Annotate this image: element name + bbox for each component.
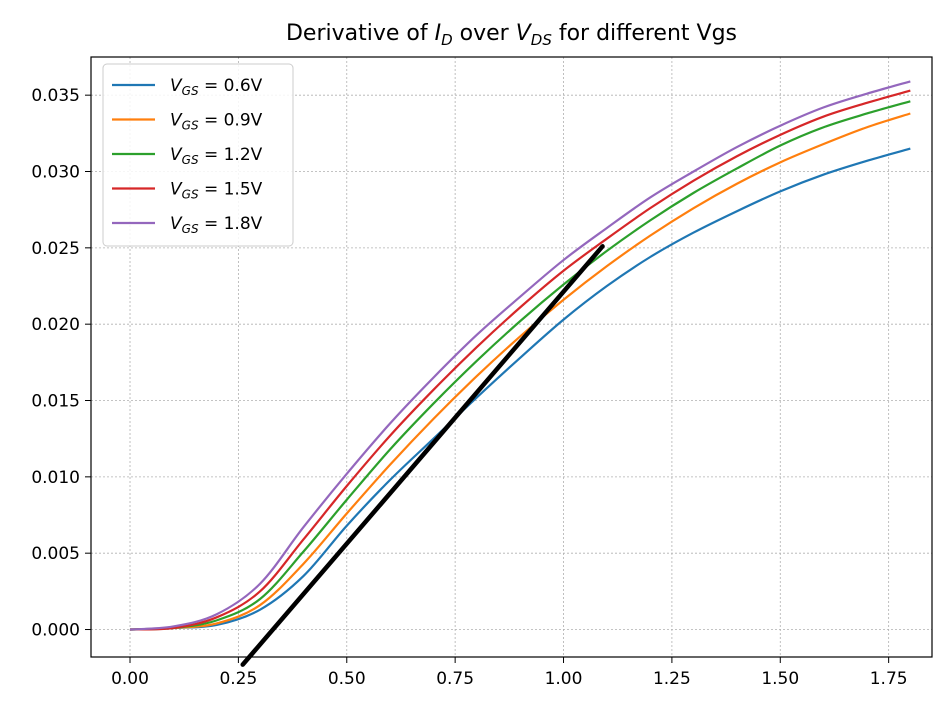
y-tick-label: 0.015 — [31, 392, 80, 412]
grid — [91, 57, 932, 657]
x-tick-label: 0.00 — [111, 669, 149, 689]
legend-label-5: VGS = 1.8V — [170, 214, 263, 236]
tangent-line — [240, 244, 605, 667]
x-tick-label: 1.50 — [761, 669, 799, 689]
x-tick-label: 0.50 — [328, 669, 366, 689]
series-line-5 — [129, 80, 911, 631]
y-tick-label: 0.030 — [31, 163, 80, 183]
series-line-2 — [129, 112, 911, 631]
y-tick-label: 0.005 — [31, 544, 80, 564]
series-line-4 — [129, 89, 911, 631]
legend-label-1: VGS = 0.6V — [170, 76, 263, 98]
chart-title: Derivative of ID over VDS for different … — [286, 21, 737, 49]
axes-frame — [90, 56, 933, 658]
series-line-1 — [129, 147, 911, 631]
x-tick-label: 1.25 — [653, 669, 691, 689]
y-tick-label: 0.025 — [31, 239, 80, 259]
y-tick-label: 0.010 — [31, 468, 80, 488]
plot-area — [129, 80, 911, 631]
x-tick-label: 0.25 — [219, 669, 257, 689]
annotation-layer — [240, 244, 605, 667]
y-tick-label: 0.035 — [31, 86, 80, 106]
y-tick-label: 0.000 — [31, 621, 80, 641]
legend: VGS = 0.6V VGS = 0.9V VGS = 1.2V VGS = 1.5V… — [102, 63, 294, 247]
legend-label-3: VGS = 1.2V — [170, 145, 263, 167]
y-tick-label: 0.020 — [31, 315, 80, 335]
x-tick-label: 1.00 — [545, 669, 583, 689]
legend-box — [102, 63, 294, 247]
x-tick-label: 0.75 — [436, 669, 474, 689]
legend-label-4: VGS = 1.5V — [170, 180, 263, 202]
ticks: 0.00 0.25 0.50 0.75 1.00 1.25 1.50 1.75 0.000 0.0… — [31, 86, 907, 689]
legend-label-2: VGS = 0.9V — [170, 111, 263, 133]
x-tick-label: 1.75 — [870, 669, 908, 689]
series-line-3 — [129, 100, 911, 631]
